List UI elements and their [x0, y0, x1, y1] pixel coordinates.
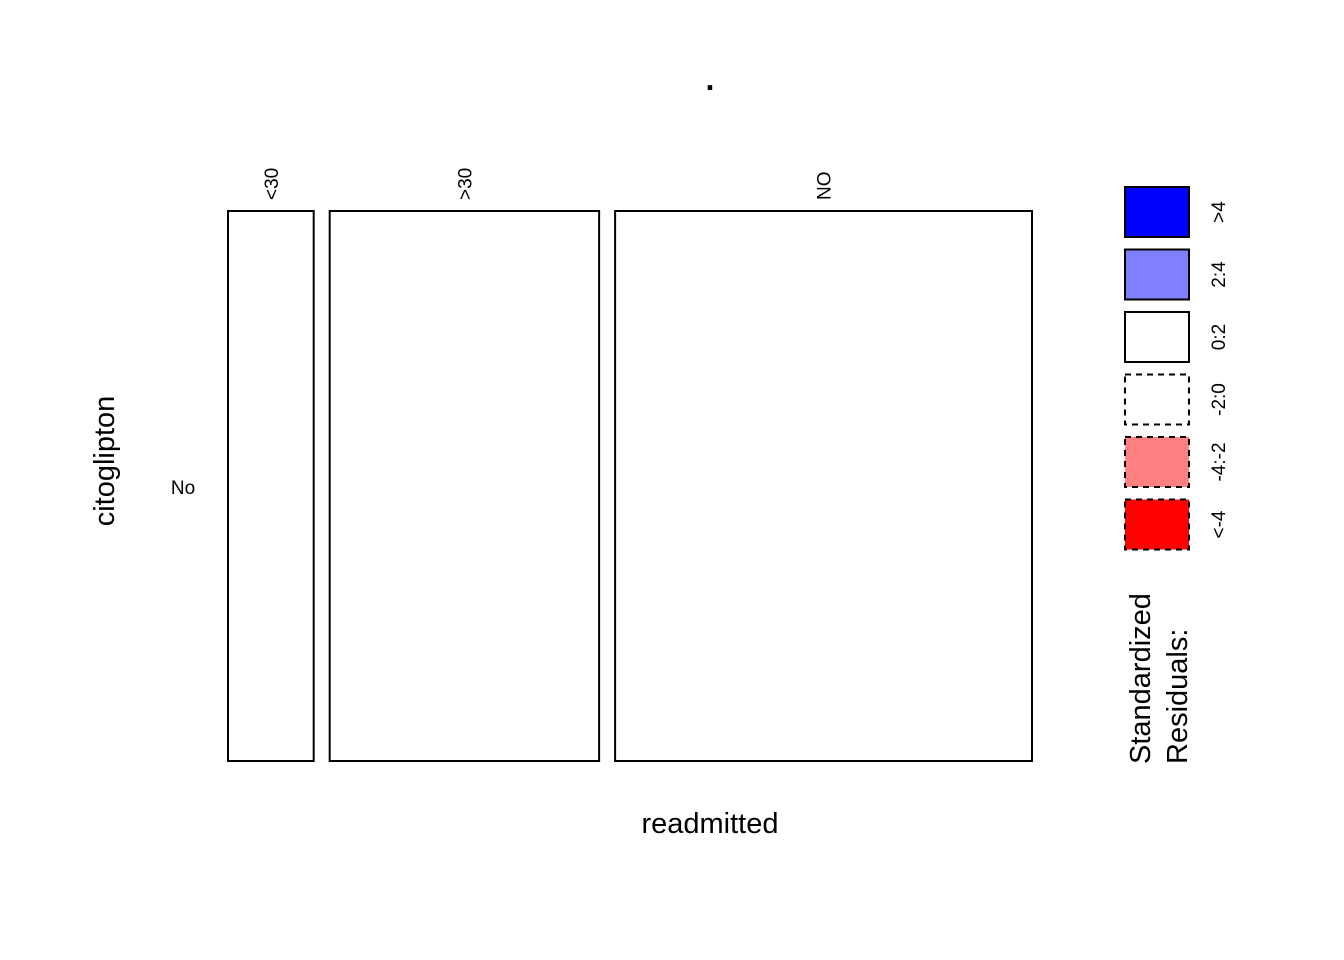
column-label: NO [815, 172, 836, 201]
legend-label: 2:4 [1209, 261, 1230, 288]
legend-title-line-2: Residuals: [1162, 629, 1194, 764]
y-tick-label-no: No [171, 478, 195, 499]
mosaic-tile [614, 210, 1033, 762]
legend-swatch [1124, 436, 1190, 488]
legend-label: -2:0 [1209, 383, 1230, 416]
legend-label: <-4 [1209, 510, 1230, 538]
column-label: >30 [455, 168, 476, 200]
mosaic-tile [227, 210, 315, 762]
mosaic-tiles [227, 210, 1033, 762]
column-label: <30 [262, 168, 283, 200]
mosaic-tile [328, 210, 601, 762]
legend-swatch [1124, 373, 1190, 426]
legend-title-line-1: Standardized [1125, 593, 1157, 764]
chart-title: . [706, 61, 715, 97]
legend-label: -4:-2 [1209, 442, 1230, 481]
legend: >4 2:4 0:2 -2:0 -4:-2 <-4 [1124, 186, 1230, 551]
column-labels: <30 >30 NO [262, 168, 836, 200]
legend-swatch [1124, 498, 1190, 551]
x-axis-label: readmitted [641, 808, 778, 840]
legend-swatch [1124, 311, 1190, 363]
legend-swatch [1124, 186, 1190, 238]
y-axis-label: citoglipton [89, 396, 121, 527]
legend-label: 0:2 [1209, 324, 1230, 350]
legend-label: >4 [1209, 201, 1230, 223]
legend-swatch [1124, 248, 1190, 301]
